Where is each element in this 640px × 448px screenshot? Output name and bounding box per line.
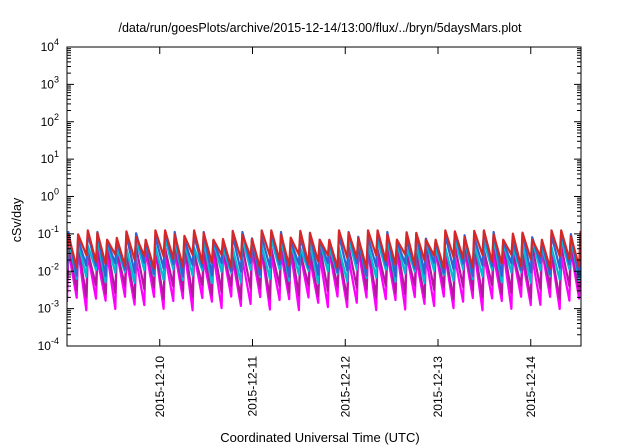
y-tick-label: 10-3 [38,299,59,316]
y-tick-label: 103 [41,74,59,91]
x-tick-label: 2015-12-13 [431,356,445,418]
chart-title: /data/run/goesPlots/archive/2015-12-14/1… [118,21,522,35]
y-tick-label: 102 [41,112,59,129]
y-tick-label: 104 [41,37,59,54]
x-tick-label: 2015-12-14 [524,356,538,418]
y-tick-label: 10-1 [38,224,59,241]
y-tick-label: 100 [41,187,59,204]
y-tick-label: 10-2 [38,261,59,278]
x-axis-label: Coordinated Universal Time (UTC) [220,430,420,445]
x-tick-label: 2015-12-11 [246,356,260,417]
y-tick-label: 10-4 [38,336,59,353]
x-tick-label: 2015-12-10 [153,356,167,418]
y-tick-label: 101 [41,149,59,166]
series-line [67,229,581,270]
x-tick-label: 2015-12-12 [338,356,352,418]
